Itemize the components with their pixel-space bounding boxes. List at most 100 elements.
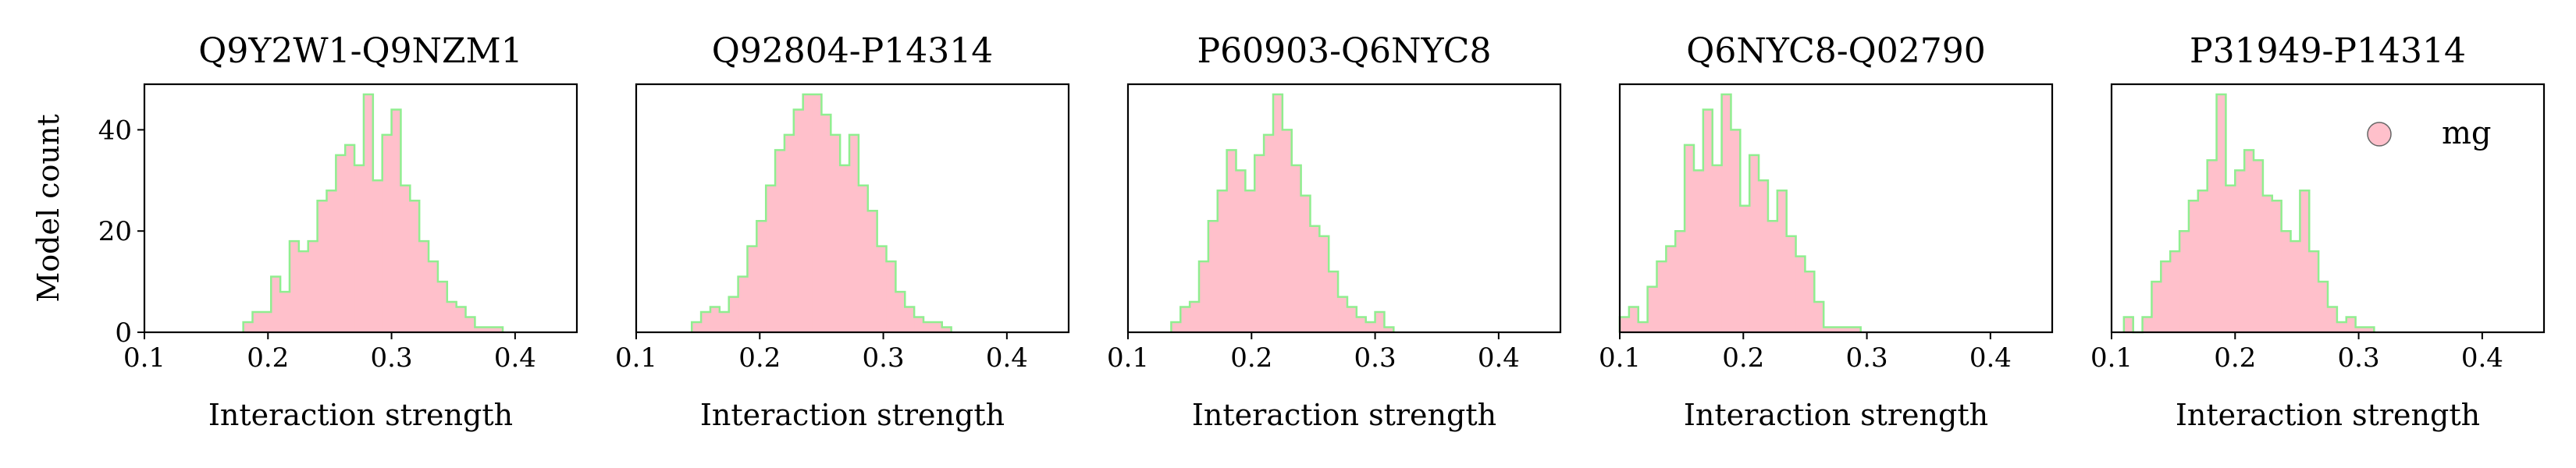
histogram-bar [2216,94,2227,333]
histogram-bar [308,241,318,332]
histogram-bar [719,312,730,332]
histogram-bar [1656,261,1667,332]
x-axis-label: Interaction strength [1192,398,1496,432]
x-axis-label: Interaction strength [208,398,513,432]
histogram-bar [456,307,467,332]
histogram-bar [1805,271,1815,332]
histogram-bar [317,200,328,332]
x-tick-label: 0.4 [986,342,1028,374]
histogram-bar [437,282,448,332]
histogram-bar [2346,317,2357,332]
histogram-bar [895,292,906,332]
x-tick-label: 0.3 [2338,342,2380,374]
legend: mg [2367,115,2492,151]
histogram-bar [410,200,420,332]
histogram-bar [1319,236,1329,332]
histogram-bar [1777,190,1788,332]
histogram-bar [372,180,383,332]
histogram-bar [1749,154,1759,332]
x-tick-label: 0.1 [1107,342,1149,374]
histogram-bar [1823,327,1834,332]
axes-frame [635,83,1070,334]
histogram-bar [1300,195,1311,332]
histogram-bar [1666,246,1676,332]
histogram-bar [2197,190,2208,332]
histogram-bar [475,327,485,332]
histogram-bar [932,322,943,332]
histogram-bar [2244,150,2254,332]
y-axis-label: Model count [31,114,66,302]
y-tick-label: 20 [98,216,132,247]
histogram-bar [2179,231,2190,332]
subplot-title: Q9Y2W1-Q9NZM1 [198,31,522,71]
subplot-title: Q6NYC8-Q02790 [1686,31,1985,71]
histogram-bar [1264,134,1274,332]
histogram-bar [941,327,952,332]
histogram-bar [2123,317,2134,332]
histogram-bar [1356,317,1367,332]
histogram-step-line [2122,93,2375,334]
histogram-bar [1703,109,1713,332]
histogram-bar [923,322,934,332]
histogram-bar [1786,236,1797,332]
histogram-bar [1199,261,1209,332]
histogram-bar [271,276,281,332]
histogram-bar [1190,302,1200,332]
histogram-bar [1272,94,1283,333]
histogram-bar [280,292,290,332]
histogram-bar [1767,221,1778,332]
histogram-bar [298,251,309,332]
x-tick-label: 0.1 [2090,342,2133,374]
x-tick-label: 0.3 [1846,342,1888,374]
histogram-bar [1731,129,1741,333]
histogram-bar [2207,160,2218,332]
histogram-bar [1675,231,1685,332]
histogram-bar [710,307,720,332]
histogram-bar [1282,129,1293,333]
histogram-bar [2170,251,2180,332]
histogram-bar [363,94,374,333]
histogram-step-line [1170,93,1395,332]
x-tick-label: 0.2 [1722,342,1764,374]
histogram-bar [738,276,749,332]
histogram-bar [2318,282,2329,332]
histogram-bar [1833,327,1843,332]
histogram-bar [2151,282,2161,332]
histogram-bar [1180,307,1190,332]
histogram-bar [1338,296,1348,332]
histogram-bar [701,312,711,332]
histogram-bar [465,317,476,332]
histogram-bar [821,114,831,332]
y-tick-label: 0 [115,317,132,349]
histogram-bar [2300,190,2310,332]
histogram-bar [252,312,262,332]
histogram-bar [1740,205,1750,332]
histogram-bar [429,261,439,332]
histogram-bar [858,185,869,332]
histogram-bar [2188,200,2199,332]
histogram-step-line [242,93,504,332]
histogram-bar [1208,221,1219,332]
x-tick-label: 0.4 [1478,342,1520,374]
histogram-bar [1685,144,1695,332]
histogram-bar [1375,312,1386,332]
histogram-bar [802,94,813,333]
histogram-bar [2142,317,2153,332]
x-tick-label: 0.3 [863,342,905,374]
histogram-bar [2161,261,2171,332]
x-tick-label: 0.1 [1599,342,1641,374]
x-tick-label: 0.1 [615,342,657,374]
subplot-2: Q92804-P14314 0.1 0.2 0.3 0.4 Interaction str… [615,31,1070,432]
histogram-bar [1254,154,1265,332]
x-tick-label: 0.3 [371,342,413,374]
histogram-bar [1329,271,1339,332]
histogram-bar [831,134,841,332]
histogram-bar [812,94,823,333]
histogram-bar [1851,327,1862,332]
axes-frame [143,83,578,334]
x-tick-label: 0.1 [123,342,165,374]
histogram-bar [447,302,457,332]
histogram-bar [692,322,702,332]
x-tick-label: 0.2 [738,342,781,374]
